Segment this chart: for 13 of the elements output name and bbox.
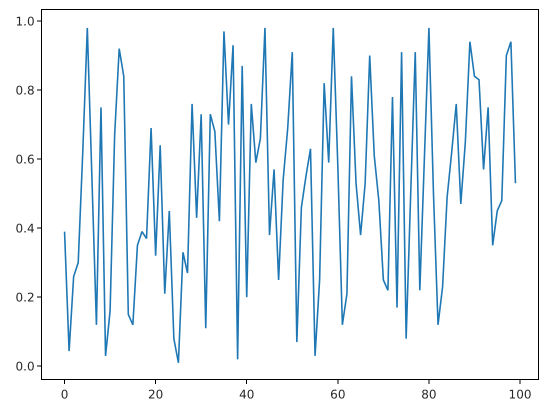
x-tick-label: 20	[148, 387, 164, 402]
x-tick-label: 60	[330, 387, 346, 402]
x-tick-label: 40	[239, 387, 254, 402]
y-tick-label: 0.8	[16, 83, 35, 98]
y-tick-label: 0.0	[16, 359, 35, 374]
x-tick-label: 0	[60, 387, 68, 402]
y-tick-label: 1.0	[16, 14, 35, 28]
y-tick-label: 0.2	[16, 290, 35, 304]
y-tick-label: 0.6	[16, 152, 35, 166]
x-tick-label: 80	[421, 387, 437, 402]
line-series	[64, 27, 516, 364]
x-tick-label: 100	[508, 387, 532, 402]
y-tick-label: 0.4	[16, 221, 35, 236]
